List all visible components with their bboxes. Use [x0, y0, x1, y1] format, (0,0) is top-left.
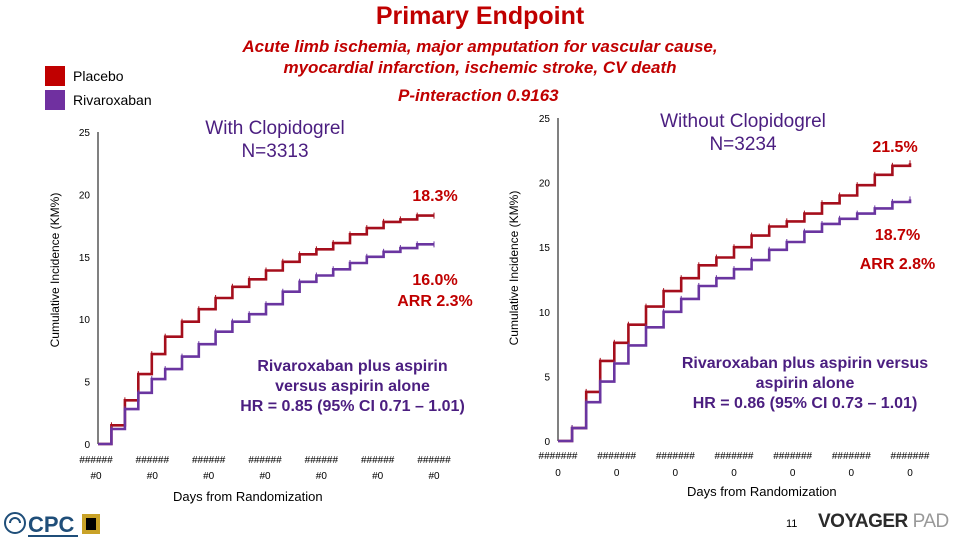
left-y-tick-label: 25 — [79, 128, 91, 139]
page-number: 11 — [786, 518, 798, 530]
right-placebo-percent-label: 21.5% — [872, 139, 918, 156]
left-hr-line-2: versus aspirin alone — [275, 378, 430, 395]
left-x-tick-label: ###### — [136, 455, 170, 466]
legend-item-rivaroxaban: Rivaroxaban — [45, 90, 152, 110]
right-y-tick-label: 15 — [539, 243, 551, 254]
right-x-tick-sublabel: 0 — [673, 468, 679, 479]
subtitle-line-2: myocardial infarction, ischemic stroke, … — [283, 58, 677, 77]
right-panel-title-line-1: Without Clopidogrel — [660, 111, 826, 132]
left-x-tick-label: ###### — [417, 455, 451, 466]
right-x-tick-sublabel: 0 — [790, 468, 796, 479]
left-x-tick-sublabel: #0 — [147, 471, 159, 482]
right-panel-title-line-2: N=3234 — [709, 134, 777, 155]
left-placebo-percent-label: 18.3% — [412, 188, 458, 205]
right-x-tick-label: ####### — [597, 451, 636, 462]
voyager-pad-logo: VOYAGER PAD — [818, 511, 949, 533]
right-hr-line-3: HR = 0.86 (95% CI 0.73 – 1.01) — [692, 395, 918, 412]
legend-swatch-rivaroxaban — [45, 90, 65, 110]
legend-label-placebo: Placebo — [73, 68, 124, 84]
p-interaction-label: P-interaction 0.9163 — [398, 86, 559, 105]
right-x-tick-label: ####### — [539, 451, 578, 462]
legend-label-rivaroxaban: Rivaroxaban — [73, 92, 152, 108]
right-y-tick-label: 0 — [544, 437, 550, 448]
right-x-tick-sublabel: 0 — [849, 468, 855, 479]
left-y-tick-label: 10 — [79, 315, 91, 326]
left-x-tick-sublabel: #0 — [90, 471, 102, 482]
cpc-logo-text: CPC — [28, 512, 75, 537]
legend-item-placebo: Placebo — [45, 66, 124, 86]
left-panel-title: With Clopidogrel N=3313 — [170, 117, 380, 163]
right-x-tick-sublabel: 0 — [731, 468, 737, 479]
cpc-logo: CPC — [2, 508, 202, 540]
left-panel-title-line-2: N=3313 — [241, 141, 309, 162]
right-riva-percent-label: 18.7% — [874, 227, 921, 244]
right-y-tick-label: 20 — [539, 179, 551, 190]
left-x-tick-label: ###### — [305, 455, 339, 466]
left-hazard-ratio-text: Rivaroxaban plus aspirin versus aspirin … — [210, 357, 495, 417]
cpc-logo-graphic: CPC — [4, 512, 100, 537]
right-x-tick-sublabel: 0 — [614, 468, 620, 479]
right-x-tick-label: ####### — [715, 451, 754, 462]
left-x-tick-sublabel: #0 — [259, 471, 271, 482]
right-placebo-curve — [558, 163, 912, 443]
left-riva-arr-label: 16.0% ARR 2.3% — [365, 270, 505, 312]
brand-word-voyager: VOYAGER — [818, 511, 908, 532]
right-x-tick-label: ####### — [891, 451, 930, 462]
left-x-tick-sublabel: #0 — [428, 471, 440, 482]
endpoint-subtitle: Acute limb ischemia, major amputation fo… — [200, 36, 760, 78]
left-x-tick-label: ###### — [248, 455, 282, 466]
right-hazard-ratio-text: Rivaroxaban plus aspirin versus aspirin … — [655, 354, 955, 414]
right-x-tick-label: ####### — [832, 451, 871, 462]
left-x-tick-sublabel: #0 — [203, 471, 215, 482]
left-x-tick-sublabel: #0 — [316, 471, 328, 482]
left-x-tick-label: ###### — [79, 455, 113, 466]
right-riva-arr-label: 18.7% ARR 2.8% — [850, 225, 945, 275]
right-x-tick-sublabel: 0 — [555, 468, 561, 479]
right-y-tick-label: 25 — [539, 114, 551, 125]
subtitle-line-1: Acute limb ischemia, major amputation fo… — [242, 37, 718, 56]
right-x-tick-label: ####### — [773, 451, 812, 462]
legend-swatch-placebo — [45, 66, 65, 86]
left-riva-percent-label: 16.0% — [412, 272, 458, 289]
right-hr-line-1: Rivaroxaban plus aspirin versus — [681, 355, 929, 372]
left-hr-line-1: Rivaroxaban plus aspirin — [257, 358, 448, 375]
left-y-tick-label: 20 — [79, 190, 91, 201]
left-x-axis-title: Days from Randomization — [173, 489, 323, 504]
left-panel-title-line-1: With Clopidogrel — [205, 118, 345, 139]
brand-word-pad: PAD — [912, 511, 950, 532]
right-panel-title: Without Clopidogrel N=3234 — [628, 110, 858, 156]
left-hr-line-3: HR = 0.85 (95% CI 0.71 – 1.01) — [240, 398, 465, 415]
right-x-axis-title: Days from Randomization — [687, 484, 837, 499]
left-y-tick-label: 5 — [84, 378, 90, 389]
left-rivaroxaban-curve — [98, 243, 434, 446]
left-arr-label: ARR 2.3% — [397, 293, 473, 310]
left-y-tick-label: 0 — [84, 440, 90, 451]
left-x-tick-label: ###### — [192, 455, 226, 466]
page-title: Primary Endpoint — [375, 2, 585, 30]
right-arr-label: ARR 2.8% — [859, 256, 936, 273]
right-y-tick-label: 10 — [539, 308, 551, 319]
right-hr-line-2: aspirin alone — [755, 375, 855, 392]
left-y-tick-label: 15 — [79, 253, 91, 264]
right-y-tick-label: 5 — [544, 372, 550, 383]
right-rivaroxaban-curve — [558, 199, 912, 443]
right-x-tick-sublabel: 0 — [907, 468, 913, 479]
right-x-tick-label: ####### — [656, 451, 695, 462]
left-x-tick-label: ###### — [361, 455, 395, 466]
left-placebo-curve — [98, 214, 434, 446]
left-x-tick-sublabel: #0 — [372, 471, 384, 482]
